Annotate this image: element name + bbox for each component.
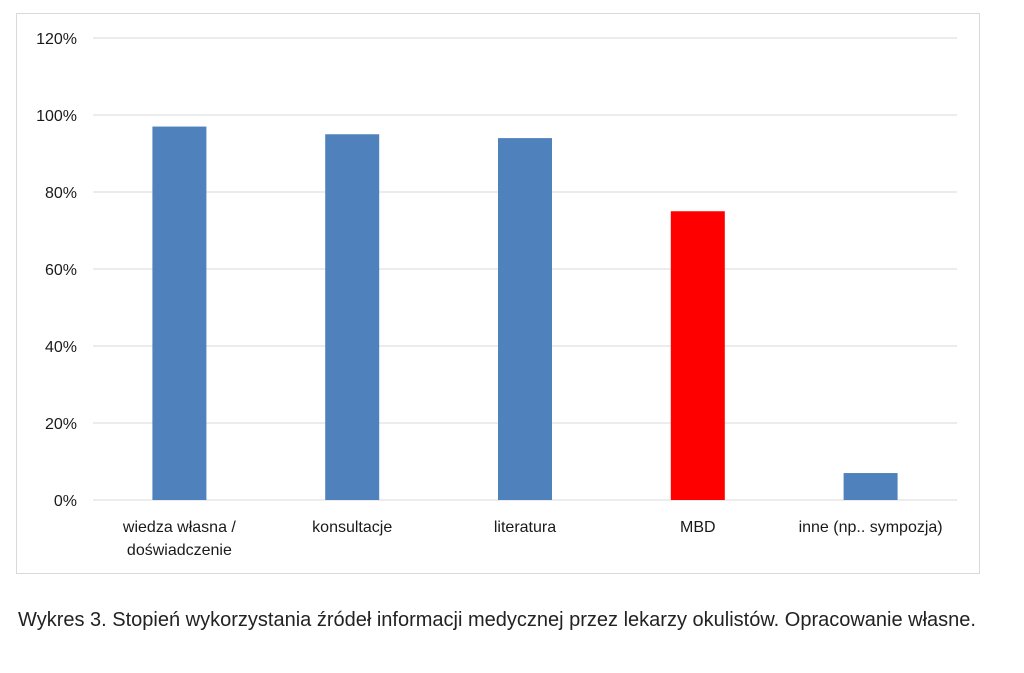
chart-frame: 0% 20% 40% 60% 80% 100% 120% wiedza własna / do…: [16, 13, 980, 574]
bar: [325, 134, 380, 500]
bar: [670, 211, 725, 500]
bar-chart: 0% 20% 40% 60% 80% 100% 120% wiedza własna / do…: [36, 31, 957, 559]
x-axis-category-labels: wiedza własna / doświadczenie konsultacje l…: [122, 519, 943, 559]
x-category-label: inne (np.. sympozja): [799, 519, 943, 536]
x-category-label: MBD: [680, 519, 716, 536]
bars: [152, 126, 898, 501]
x-category-label: konsultacje: [312, 519, 392, 536]
bar: [843, 473, 898, 500]
figure-caption: Wykres 3. Stopień wykorzystania źródeł i…: [18, 609, 976, 631]
y-tick-label: 0%: [54, 493, 77, 510]
x-category-label: wiedza własna / doświadczenie: [122, 519, 237, 559]
y-axis-tick-labels: 0% 20% 40% 60% 80% 100% 120%: [36, 31, 77, 510]
y-tick-label: 100%: [36, 108, 77, 125]
y-tick-label: 60%: [45, 262, 77, 279]
y-tick-label: 40%: [45, 339, 77, 356]
bar: [498, 138, 552, 500]
y-tick-label: 80%: [45, 185, 77, 202]
bar: [152, 126, 207, 501]
y-tick-label: 20%: [45, 416, 77, 433]
x-category-label: literatura: [494, 519, 556, 536]
y-tick-label: 120%: [36, 31, 77, 48]
